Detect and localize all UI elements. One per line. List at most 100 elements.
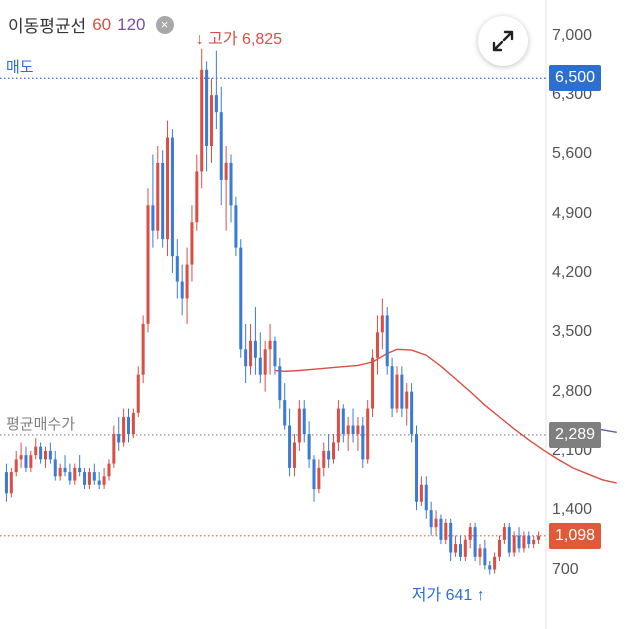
- candle-body: [131, 412, 135, 434]
- candle-body: [356, 425, 360, 434]
- candle-body: [444, 522, 448, 540]
- candle-body: [307, 433, 311, 460]
- candle-body: [439, 518, 443, 540]
- y-tick-label: 2,800: [552, 382, 593, 400]
- candle-body: [512, 535, 516, 553]
- candle-body: [371, 357, 375, 409]
- candle-body: [302, 408, 306, 434]
- high-price-label: 고가 6,825: [208, 30, 283, 48]
- candle-body: [209, 95, 213, 147]
- candle-body: [205, 69, 209, 147]
- candle-body: [122, 417, 126, 443]
- candle-body: [410, 391, 414, 434]
- y-tick-label: 4,900: [552, 204, 593, 222]
- legend-ma60: 60: [92, 14, 112, 34]
- y-tick-label: 7,000: [552, 26, 593, 44]
- legend-ma120: 120: [117, 14, 146, 34]
- candle-body: [68, 472, 72, 481]
- sell-price-badge: 6,500: [549, 65, 602, 92]
- candle-body: [463, 539, 467, 557]
- candle-body: [102, 476, 106, 485]
- candle-body: [224, 162, 228, 180]
- expand-button[interactable]: [478, 16, 528, 66]
- candle-body: [288, 425, 292, 468]
- candle-body: [180, 281, 184, 299]
- candle-body: [405, 391, 409, 409]
- candle-body: [517, 535, 521, 549]
- candle-body: [156, 162, 160, 231]
- candle-body: [112, 433, 116, 464]
- candle-body: [19, 455, 23, 460]
- candle-body: [48, 450, 52, 460]
- candle-body: [87, 472, 91, 485]
- candle-body: [449, 522, 453, 553]
- candle-body: [34, 446, 38, 456]
- candle-body: [29, 455, 33, 468]
- candle-body: [366, 408, 370, 460]
- candle-body: [126, 417, 130, 434]
- candle-body: [200, 69, 204, 172]
- candle-body: [336, 408, 340, 443]
- candle-body: [454, 544, 458, 553]
- legend-close-icon[interactable]: ×: [155, 15, 174, 34]
- candle-body: [478, 548, 482, 557]
- y-tick-label: 5,600: [552, 145, 593, 163]
- candle-body: [351, 425, 355, 434]
- candle-body: [83, 472, 87, 485]
- candle-body: [166, 137, 170, 240]
- candle-body: [332, 442, 336, 460]
- candle-body: [161, 162, 165, 240]
- candle-body: [488, 565, 492, 570]
- sell-line-label: 매도: [4, 56, 36, 78]
- y-tick-label: 700: [552, 560, 579, 578]
- candle-body: [507, 527, 511, 553]
- candle-body: [390, 366, 394, 409]
- candle-body: [385, 315, 389, 367]
- candle-body: [312, 459, 316, 490]
- candle-body: [258, 357, 262, 375]
- candle-body: [53, 459, 57, 477]
- candle-body: [107, 463, 111, 477]
- candle-body: [415, 433, 419, 502]
- candle-body: [375, 332, 379, 358]
- candle-body: [234, 205, 238, 248]
- candle-body: [146, 205, 150, 324]
- candle-body: [195, 171, 199, 223]
- candle-body: [4, 472, 8, 494]
- candle-body: [424, 484, 428, 511]
- candle-body: [185, 264, 189, 299]
- candle-body: [458, 544, 462, 557]
- high-arrow-icon: ↓: [195, 30, 204, 48]
- candle-body: [283, 400, 287, 426]
- candle-body: [239, 247, 243, 350]
- candle-body: [527, 535, 531, 545]
- candle-body: [39, 446, 43, 460]
- candle-body: [263, 349, 267, 375]
- candle-body: [151, 205, 155, 231]
- candle-body: [229, 162, 233, 206]
- candle-body: [58, 467, 62, 477]
- candle-body: [253, 340, 257, 358]
- low-price-annotation: 저가 641 ↑: [412, 581, 485, 605]
- avg-buy-line-label: 평균매수가: [4, 412, 78, 434]
- candle-body: [63, 467, 67, 473]
- candle-body: [136, 374, 140, 413]
- candle-body: [73, 467, 77, 481]
- candle-body: [24, 455, 28, 468]
- candle-body: [468, 527, 472, 540]
- legend-title: 이동평균선: [8, 17, 87, 36]
- candle-body: [493, 556, 497, 570]
- candle-body: [380, 315, 384, 333]
- candle-body: [97, 480, 101, 485]
- candle-body: [497, 539, 502, 557]
- candle-body: [522, 535, 526, 549]
- candle-body: [434, 518, 438, 528]
- y-tick-label: 4,200: [552, 264, 593, 282]
- moving-average-legend: 이동평균선 60 120 ×: [8, 12, 174, 37]
- candle-body: [43, 450, 48, 460]
- candle-body: [473, 527, 477, 557]
- candle-body: [327, 450, 331, 460]
- candle-body: [322, 450, 326, 468]
- candle-body: [317, 467, 321, 490]
- candle-body: [219, 112, 223, 180]
